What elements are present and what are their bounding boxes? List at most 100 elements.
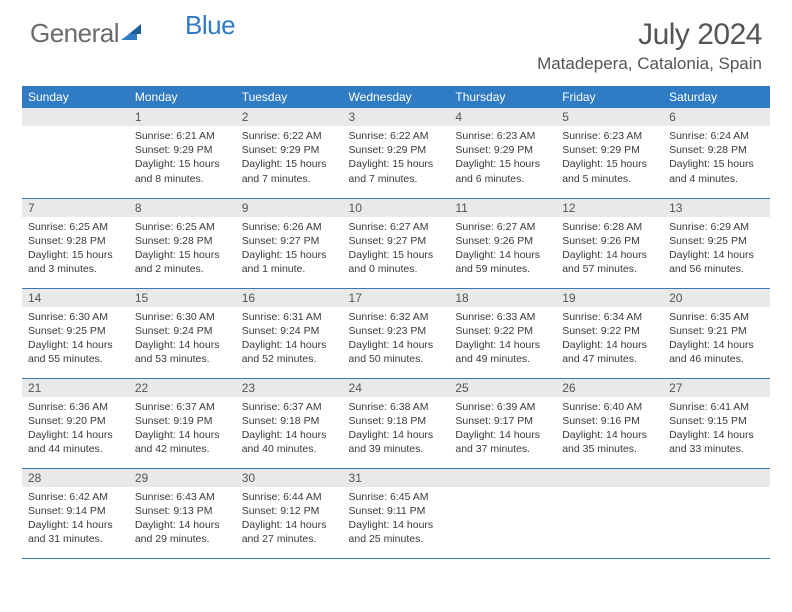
day-details: Sunrise: 6:23 AMSunset: 9:29 PMDaylight:…	[449, 126, 556, 192]
daylight-text: Daylight: 14 hours and 57 minutes.	[562, 248, 657, 276]
daylight-text: Daylight: 14 hours and 33 minutes.	[669, 428, 764, 456]
day-number: 5	[556, 108, 663, 126]
sunset-text: Sunset: 9:18 PM	[242, 414, 337, 428]
calendar-day-cell: 2Sunrise: 6:22 AMSunset: 9:29 PMDaylight…	[236, 108, 343, 198]
daylight-text: Daylight: 15 hours and 4 minutes.	[669, 157, 764, 185]
calendar-day-cell: 26Sunrise: 6:40 AMSunset: 9:16 PMDayligh…	[556, 378, 663, 468]
calendar-week-row: 14Sunrise: 6:30 AMSunset: 9:25 PMDayligh…	[22, 288, 770, 378]
sunrise-text: Sunrise: 6:41 AM	[669, 400, 764, 414]
sunrise-text: Sunrise: 6:37 AM	[135, 400, 230, 414]
day-number: 15	[129, 289, 236, 307]
sunset-text: Sunset: 9:29 PM	[242, 143, 337, 157]
sunrise-text: Sunrise: 6:25 AM	[28, 220, 123, 234]
daylight-text: Daylight: 14 hours and 44 minutes.	[28, 428, 123, 456]
day-details: Sunrise: 6:41 AMSunset: 9:15 PMDaylight:…	[663, 397, 770, 463]
day-details: Sunrise: 6:22 AMSunset: 9:29 PMDaylight:…	[236, 126, 343, 192]
day-number: 30	[236, 469, 343, 487]
day-number: 29	[129, 469, 236, 487]
calendar-day-cell: 14Sunrise: 6:30 AMSunset: 9:25 PMDayligh…	[22, 288, 129, 378]
sunrise-text: Sunrise: 6:24 AM	[669, 129, 764, 143]
logo-mark-icon	[121, 18, 143, 49]
calendar-day-cell: 25Sunrise: 6:39 AMSunset: 9:17 PMDayligh…	[449, 378, 556, 468]
calendar-day-cell: 9Sunrise: 6:26 AMSunset: 9:27 PMDaylight…	[236, 198, 343, 288]
title-block: July 2024 Matadepera, Catalonia, Spain	[537, 18, 762, 74]
sunrise-text: Sunrise: 6:38 AM	[349, 400, 444, 414]
sunset-text: Sunset: 9:28 PM	[135, 234, 230, 248]
sunset-text: Sunset: 9:23 PM	[349, 324, 444, 338]
sunrise-text: Sunrise: 6:39 AM	[455, 400, 550, 414]
day-details: Sunrise: 6:43 AMSunset: 9:13 PMDaylight:…	[129, 487, 236, 553]
sunset-text: Sunset: 9:12 PM	[242, 504, 337, 518]
day-details: Sunrise: 6:26 AMSunset: 9:27 PMDaylight:…	[236, 217, 343, 283]
sunrise-text: Sunrise: 6:37 AM	[242, 400, 337, 414]
day-number: 6	[663, 108, 770, 126]
day-details: Sunrise: 6:37 AMSunset: 9:18 PMDaylight:…	[236, 397, 343, 463]
daylight-text: Daylight: 14 hours and 55 minutes.	[28, 338, 123, 366]
daylight-text: Daylight: 14 hours and 40 minutes.	[242, 428, 337, 456]
day-details: Sunrise: 6:27 AMSunset: 9:27 PMDaylight:…	[343, 217, 450, 283]
daylight-text: Daylight: 14 hours and 37 minutes.	[455, 428, 550, 456]
calendar-day-cell: 31Sunrise: 6:45 AMSunset: 9:11 PMDayligh…	[343, 468, 450, 558]
weekday-header: Tuesday	[236, 86, 343, 108]
calendar-week-row: 28Sunrise: 6:42 AMSunset: 9:14 PMDayligh…	[22, 468, 770, 558]
day-number: 17	[343, 289, 450, 307]
day-number: 27	[663, 379, 770, 397]
sunrise-text: Sunrise: 6:40 AM	[562, 400, 657, 414]
calendar-day-cell: 5Sunrise: 6:23 AMSunset: 9:29 PMDaylight…	[556, 108, 663, 198]
sunset-text: Sunset: 9:22 PM	[455, 324, 550, 338]
calendar-day-cell: 27Sunrise: 6:41 AMSunset: 9:15 PMDayligh…	[663, 378, 770, 468]
calendar-day-cell	[449, 468, 556, 558]
daylight-text: Daylight: 15 hours and 0 minutes.	[349, 248, 444, 276]
day-details: Sunrise: 6:38 AMSunset: 9:18 PMDaylight:…	[343, 397, 450, 463]
day-details: Sunrise: 6:35 AMSunset: 9:21 PMDaylight:…	[663, 307, 770, 373]
day-number: 12	[556, 199, 663, 217]
day-details: Sunrise: 6:28 AMSunset: 9:26 PMDaylight:…	[556, 217, 663, 283]
sunrise-text: Sunrise: 6:23 AM	[562, 129, 657, 143]
day-number: 24	[343, 379, 450, 397]
day-number: 19	[556, 289, 663, 307]
calendar-day-cell: 23Sunrise: 6:37 AMSunset: 9:18 PMDayligh…	[236, 378, 343, 468]
daylight-text: Daylight: 15 hours and 7 minutes.	[349, 157, 444, 185]
daylight-text: Daylight: 14 hours and 53 minutes.	[135, 338, 230, 366]
daylight-text: Daylight: 15 hours and 6 minutes.	[455, 157, 550, 185]
day-number: 7	[22, 199, 129, 217]
sunset-text: Sunset: 9:20 PM	[28, 414, 123, 428]
day-number: 16	[236, 289, 343, 307]
weekday-header: Monday	[129, 86, 236, 108]
sunset-text: Sunset: 9:29 PM	[562, 143, 657, 157]
day-number: 9	[236, 199, 343, 217]
day-number: 14	[22, 289, 129, 307]
day-details: Sunrise: 6:42 AMSunset: 9:14 PMDaylight:…	[22, 487, 129, 553]
day-number: 8	[129, 199, 236, 217]
sunset-text: Sunset: 9:29 PM	[349, 143, 444, 157]
daylight-text: Daylight: 14 hours and 50 minutes.	[349, 338, 444, 366]
sunset-text: Sunset: 9:26 PM	[455, 234, 550, 248]
daylight-text: Daylight: 14 hours and 47 minutes.	[562, 338, 657, 366]
calendar-day-cell: 30Sunrise: 6:44 AMSunset: 9:12 PMDayligh…	[236, 468, 343, 558]
daylight-text: Daylight: 14 hours and 35 minutes.	[562, 428, 657, 456]
day-number: 1	[129, 108, 236, 126]
day-details: Sunrise: 6:21 AMSunset: 9:29 PMDaylight:…	[129, 126, 236, 192]
day-number	[663, 469, 770, 487]
sunrise-text: Sunrise: 6:30 AM	[135, 310, 230, 324]
day-details: Sunrise: 6:44 AMSunset: 9:12 PMDaylight:…	[236, 487, 343, 553]
calendar-day-cell: 11Sunrise: 6:27 AMSunset: 9:26 PMDayligh…	[449, 198, 556, 288]
sunrise-text: Sunrise: 6:21 AM	[135, 129, 230, 143]
sunrise-text: Sunrise: 6:28 AM	[562, 220, 657, 234]
sunrise-text: Sunrise: 6:32 AM	[349, 310, 444, 324]
calendar-day-cell: 21Sunrise: 6:36 AMSunset: 9:20 PMDayligh…	[22, 378, 129, 468]
sunset-text: Sunset: 9:15 PM	[669, 414, 764, 428]
sunset-text: Sunset: 9:29 PM	[135, 143, 230, 157]
day-details: Sunrise: 6:37 AMSunset: 9:19 PMDaylight:…	[129, 397, 236, 463]
sunrise-text: Sunrise: 6:30 AM	[28, 310, 123, 324]
day-number: 11	[449, 199, 556, 217]
sunset-text: Sunset: 9:11 PM	[349, 504, 444, 518]
daylight-text: Daylight: 15 hours and 1 minute.	[242, 248, 337, 276]
calendar-day-cell: 6Sunrise: 6:24 AMSunset: 9:28 PMDaylight…	[663, 108, 770, 198]
daylight-text: Daylight: 15 hours and 8 minutes.	[135, 157, 230, 185]
day-details: Sunrise: 6:27 AMSunset: 9:26 PMDaylight:…	[449, 217, 556, 283]
day-number	[22, 108, 129, 126]
day-number: 18	[449, 289, 556, 307]
calendar-day-cell: 4Sunrise: 6:23 AMSunset: 9:29 PMDaylight…	[449, 108, 556, 198]
sunset-text: Sunset: 9:26 PM	[562, 234, 657, 248]
